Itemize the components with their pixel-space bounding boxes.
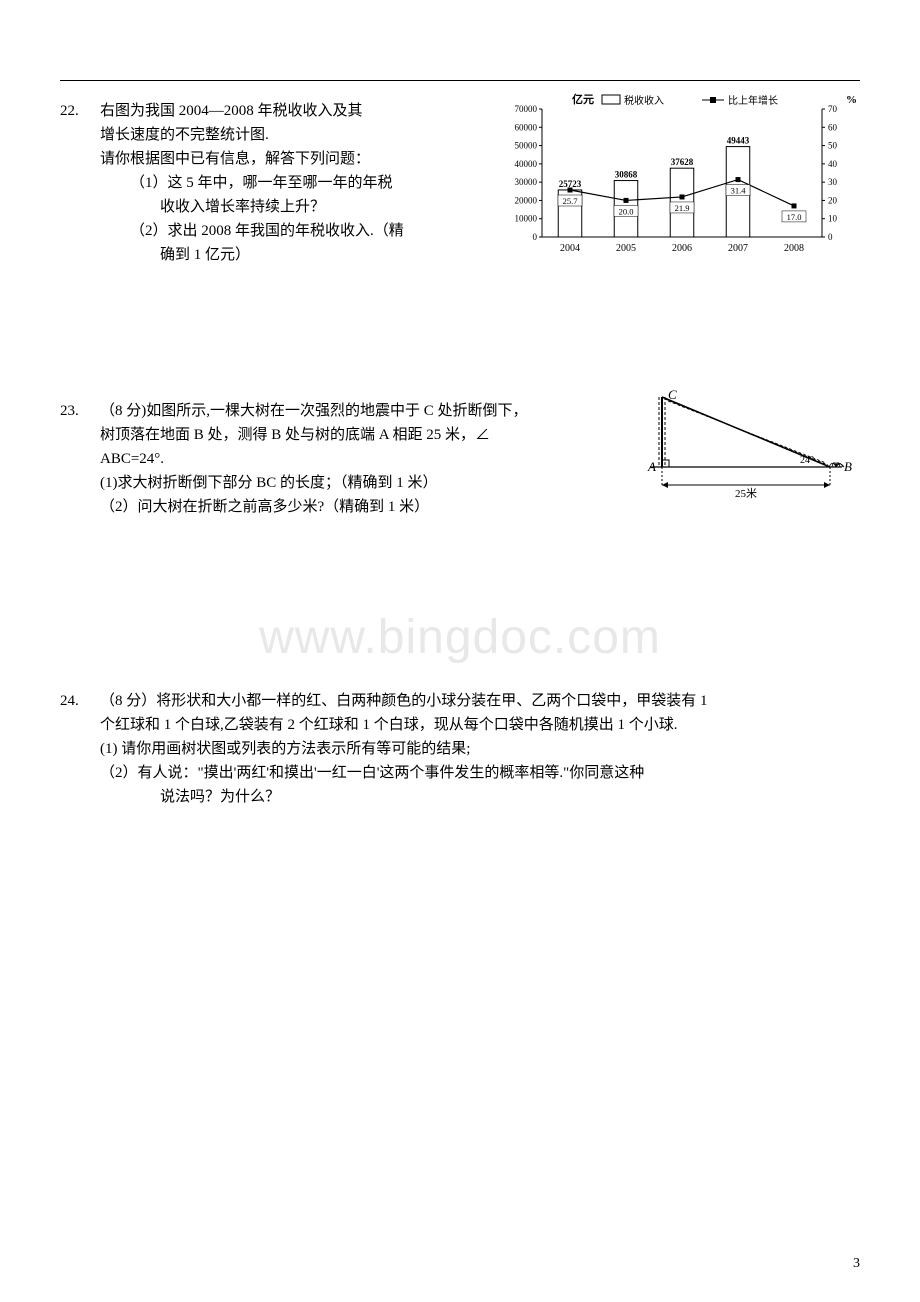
- text-line: （8 分）将形状和大小都一样的红、白两种颜色的小球分装在甲、乙两个口袋中，甲袋装…: [100, 689, 860, 713]
- svg-text:40000: 40000: [515, 159, 538, 169]
- svg-text:37628: 37628: [671, 157, 694, 167]
- problem-23: 23. （8 分)如图所示,一棵大树在一次强烈的地震中于 C 处折断倒下， 树顶…: [60, 399, 860, 529]
- svg-text:24°: 24°: [800, 455, 814, 466]
- svg-text:2004: 2004: [560, 243, 580, 254]
- svg-text:B: B: [844, 459, 852, 474]
- text-line: 收收入增长率持续上升？: [100, 195, 500, 219]
- svg-text:50: 50: [828, 141, 838, 151]
- problem-number: 24.: [60, 689, 100, 713]
- svg-text:40: 40: [828, 159, 838, 169]
- svg-text:50000: 50000: [515, 141, 538, 151]
- svg-text:49443: 49443: [727, 136, 750, 146]
- svg-text:0: 0: [828, 232, 833, 242]
- text-line: 树顶落在地面 B 处，测得 B 处与树的底端 A 相距 25 米，∠: [100, 423, 640, 447]
- text-line: 右图为我国 2004—2008 年税收收入及其: [100, 99, 500, 123]
- svg-text:10000: 10000: [515, 214, 538, 224]
- text-line: ABC=24°.: [100, 447, 640, 471]
- svg-text:10: 10: [828, 214, 838, 224]
- svg-text:A: A: [647, 459, 656, 474]
- text-line: （1）这 5 年中，哪一年至哪一年的年税: [100, 171, 500, 195]
- svg-text:20: 20: [828, 195, 838, 205]
- svg-text:31.4: 31.4: [731, 186, 747, 196]
- text-line: 说法吗？为什么？: [100, 785, 860, 809]
- svg-text:70: 70: [828, 104, 838, 114]
- svg-text:20.0: 20.0: [619, 206, 634, 216]
- svg-text:2008: 2008: [784, 243, 804, 254]
- svg-text:30868: 30868: [615, 170, 638, 180]
- text-line: 增长速度的不完整统计图.: [100, 123, 500, 147]
- svg-text:30000: 30000: [515, 177, 538, 187]
- problem-number: 23.: [60, 399, 100, 423]
- svg-text:25723: 25723: [559, 179, 582, 189]
- text-line: （8 分)如图所示,一棵大树在一次强烈的地震中于 C 处折断倒下，: [100, 399, 640, 423]
- text-line: (1)求大树折断倒下部分 BC 的长度；（精确到 1 米）: [100, 471, 640, 495]
- text-line: （2）求出 2008 年我国的年税收收入.（精: [100, 219, 500, 243]
- tax-chart: 亿元%税收收入比上年增长7000060000500004000030000200…: [500, 89, 860, 259]
- svg-text:税收收入: 税收收入: [624, 94, 664, 107]
- svg-text:2007: 2007: [728, 243, 748, 254]
- watermark: www.bingdoc.com: [259, 610, 661, 665]
- svg-text:0: 0: [533, 232, 538, 242]
- svg-text:2006: 2006: [672, 243, 692, 254]
- svg-text:30: 30: [828, 177, 838, 187]
- problem-22: 22. 右图为我国 2004—2008 年税收收入及其 增长速度的不完整统计图.…: [60, 99, 860, 279]
- text-line: （2）有人说："摸出'两红'和摸出'一红一白'这两个事件发生的概率相等."你同意…: [100, 761, 860, 785]
- text-line: 确到 1 亿元）: [100, 243, 500, 267]
- text-line: 个红球和 1 个白球,乙袋装有 2 个红球和 1 个白球，现从每个口袋中各随机摸…: [100, 713, 860, 737]
- svg-text:25.7: 25.7: [563, 196, 578, 206]
- svg-text:%: %: [846, 94, 857, 106]
- svg-text:2005: 2005: [616, 243, 636, 254]
- tree-diagram: A B C 24° 25米: [630, 389, 860, 499]
- text-line: 请你根据图中已有信息，解答下列问题：: [100, 147, 500, 171]
- page-number: 3: [853, 1256, 860, 1272]
- problem-24: 24. （8 分）将形状和大小都一样的红、白两种颜色的小球分装在甲、乙两个口袋中…: [60, 689, 860, 809]
- text-line: (1) 请你用画树状图或列表的方法表示所有等可能的结果;: [100, 737, 860, 761]
- svg-text:C: C: [668, 389, 677, 402]
- svg-text:60000: 60000: [515, 122, 538, 132]
- problem-number: 22.: [60, 99, 100, 123]
- svg-text:70000: 70000: [515, 104, 538, 114]
- svg-text:20000: 20000: [515, 195, 538, 205]
- svg-text:亿元: 亿元: [572, 92, 594, 106]
- svg-text:比上年增长: 比上年增长: [728, 94, 778, 107]
- svg-text:25米: 25米: [735, 487, 757, 499]
- svg-text:60: 60: [828, 122, 838, 132]
- svg-text:17.0: 17.0: [787, 212, 802, 222]
- text-line: （2）问大树在折断之前高多少米?（精确到 1 米）: [100, 495, 640, 519]
- svg-text:21.9: 21.9: [675, 203, 690, 213]
